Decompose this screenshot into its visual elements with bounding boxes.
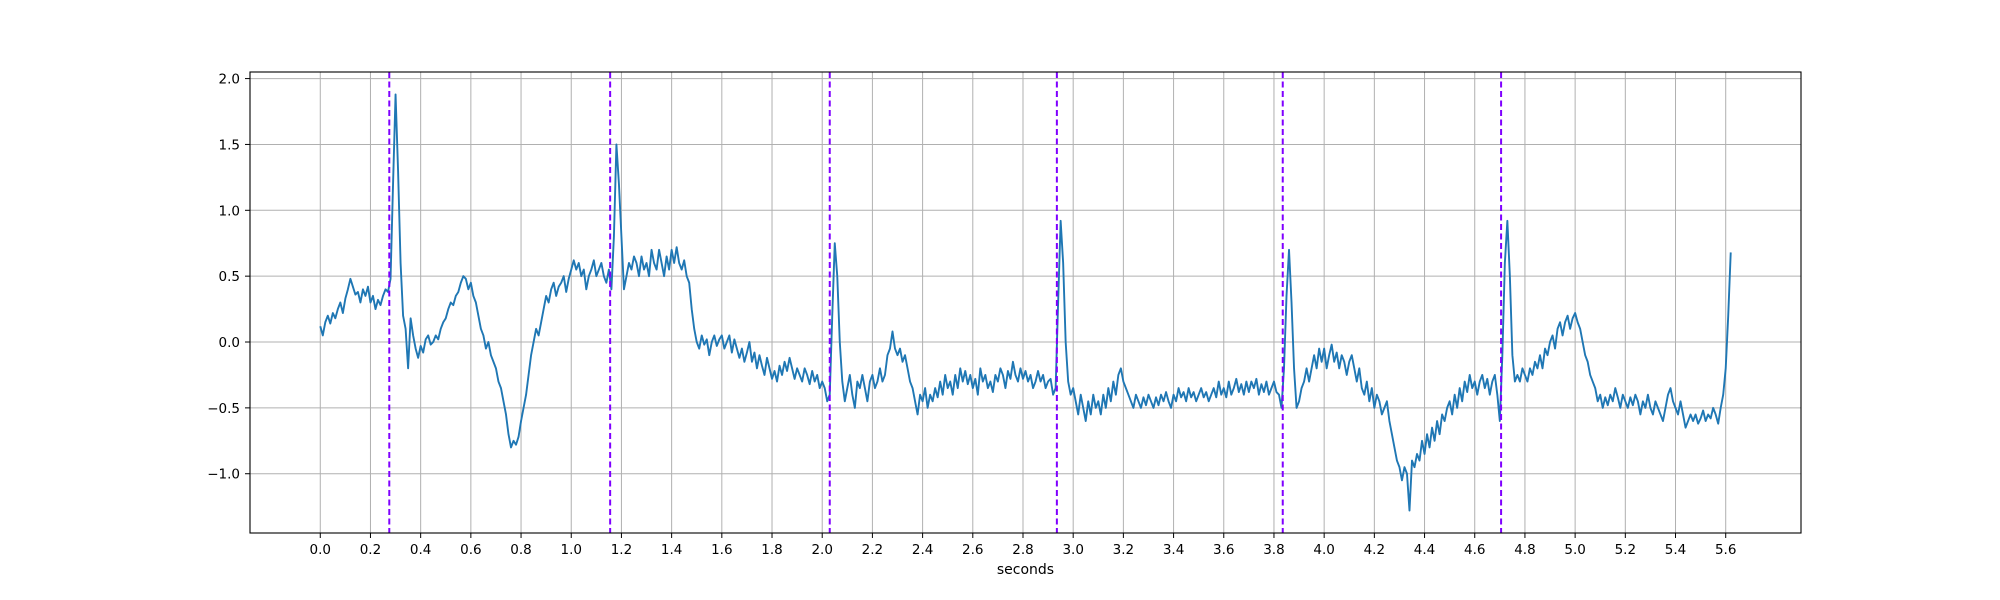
y-tick-label: −0.5	[207, 401, 240, 417]
x-tick-label: 1.2	[611, 542, 632, 558]
x-tick-label: 3.6	[1213, 542, 1234, 558]
x-tick-label: 2.2	[862, 542, 883, 558]
x-tick-label: 5.6	[1715, 542, 1736, 558]
x-tick-label: 1.4	[661, 542, 682, 558]
x-tick-label: 0.2	[360, 542, 381, 558]
x-axis-label: seconds	[997, 562, 1054, 578]
x-tick-label: 4.0	[1313, 542, 1334, 558]
x-tick-label: 5.0	[1564, 542, 1585, 558]
x-tick-label: 1.0	[561, 542, 582, 558]
x-tick-label: 0.6	[460, 542, 481, 558]
x-tick-label: 4.4	[1414, 542, 1435, 558]
x-tick-label: 1.8	[761, 542, 782, 558]
x-tick-label: 2.0	[811, 542, 832, 558]
x-tick-label: 3.8	[1263, 542, 1284, 558]
x-tick-label: 2.6	[962, 542, 983, 558]
x-tick-label: 1.6	[711, 542, 732, 558]
x-tick-label: 4.8	[1514, 542, 1535, 558]
x-tick-label: 4.6	[1464, 542, 1485, 558]
y-tick-label: 0.0	[219, 335, 240, 351]
x-tick-label: 2.4	[912, 542, 933, 558]
y-tick-label: 1.0	[219, 203, 240, 219]
vertical-markers	[388, 72, 1503, 533]
x-tick-label: 3.0	[1062, 542, 1083, 558]
x-tick-label: 0.4	[410, 542, 431, 558]
plot-frame	[249, 71, 1802, 534]
y-tick-label: −1.0	[207, 467, 240, 483]
series-layer	[319, 93, 1732, 512]
y-tick-label: 1.5	[219, 137, 240, 153]
x-tick-label: 5.4	[1665, 542, 1686, 558]
x-tick-label: 3.2	[1113, 542, 1134, 558]
axis-ticks: 0.0 0.2 0.4 0.6 0.8 1.0 1.2 1.4 1.6 1.8 2.0 2.2 2.4 2…	[207, 72, 1736, 558]
x-tick-label: 2.8	[1012, 542, 1033, 558]
x-tick-label: 3.4	[1163, 542, 1184, 558]
signal-series-line	[319, 93, 1732, 512]
x-tick-label: 0.0	[310, 542, 331, 558]
x-tick-label: 0.8	[510, 542, 531, 558]
x-tick-label: 5.2	[1615, 542, 1636, 558]
y-tick-label: 2.0	[219, 72, 240, 88]
grid-lines	[250, 72, 1801, 533]
x-tick-label: 4.2	[1364, 542, 1385, 558]
y-tick-label: 0.5	[219, 269, 240, 285]
